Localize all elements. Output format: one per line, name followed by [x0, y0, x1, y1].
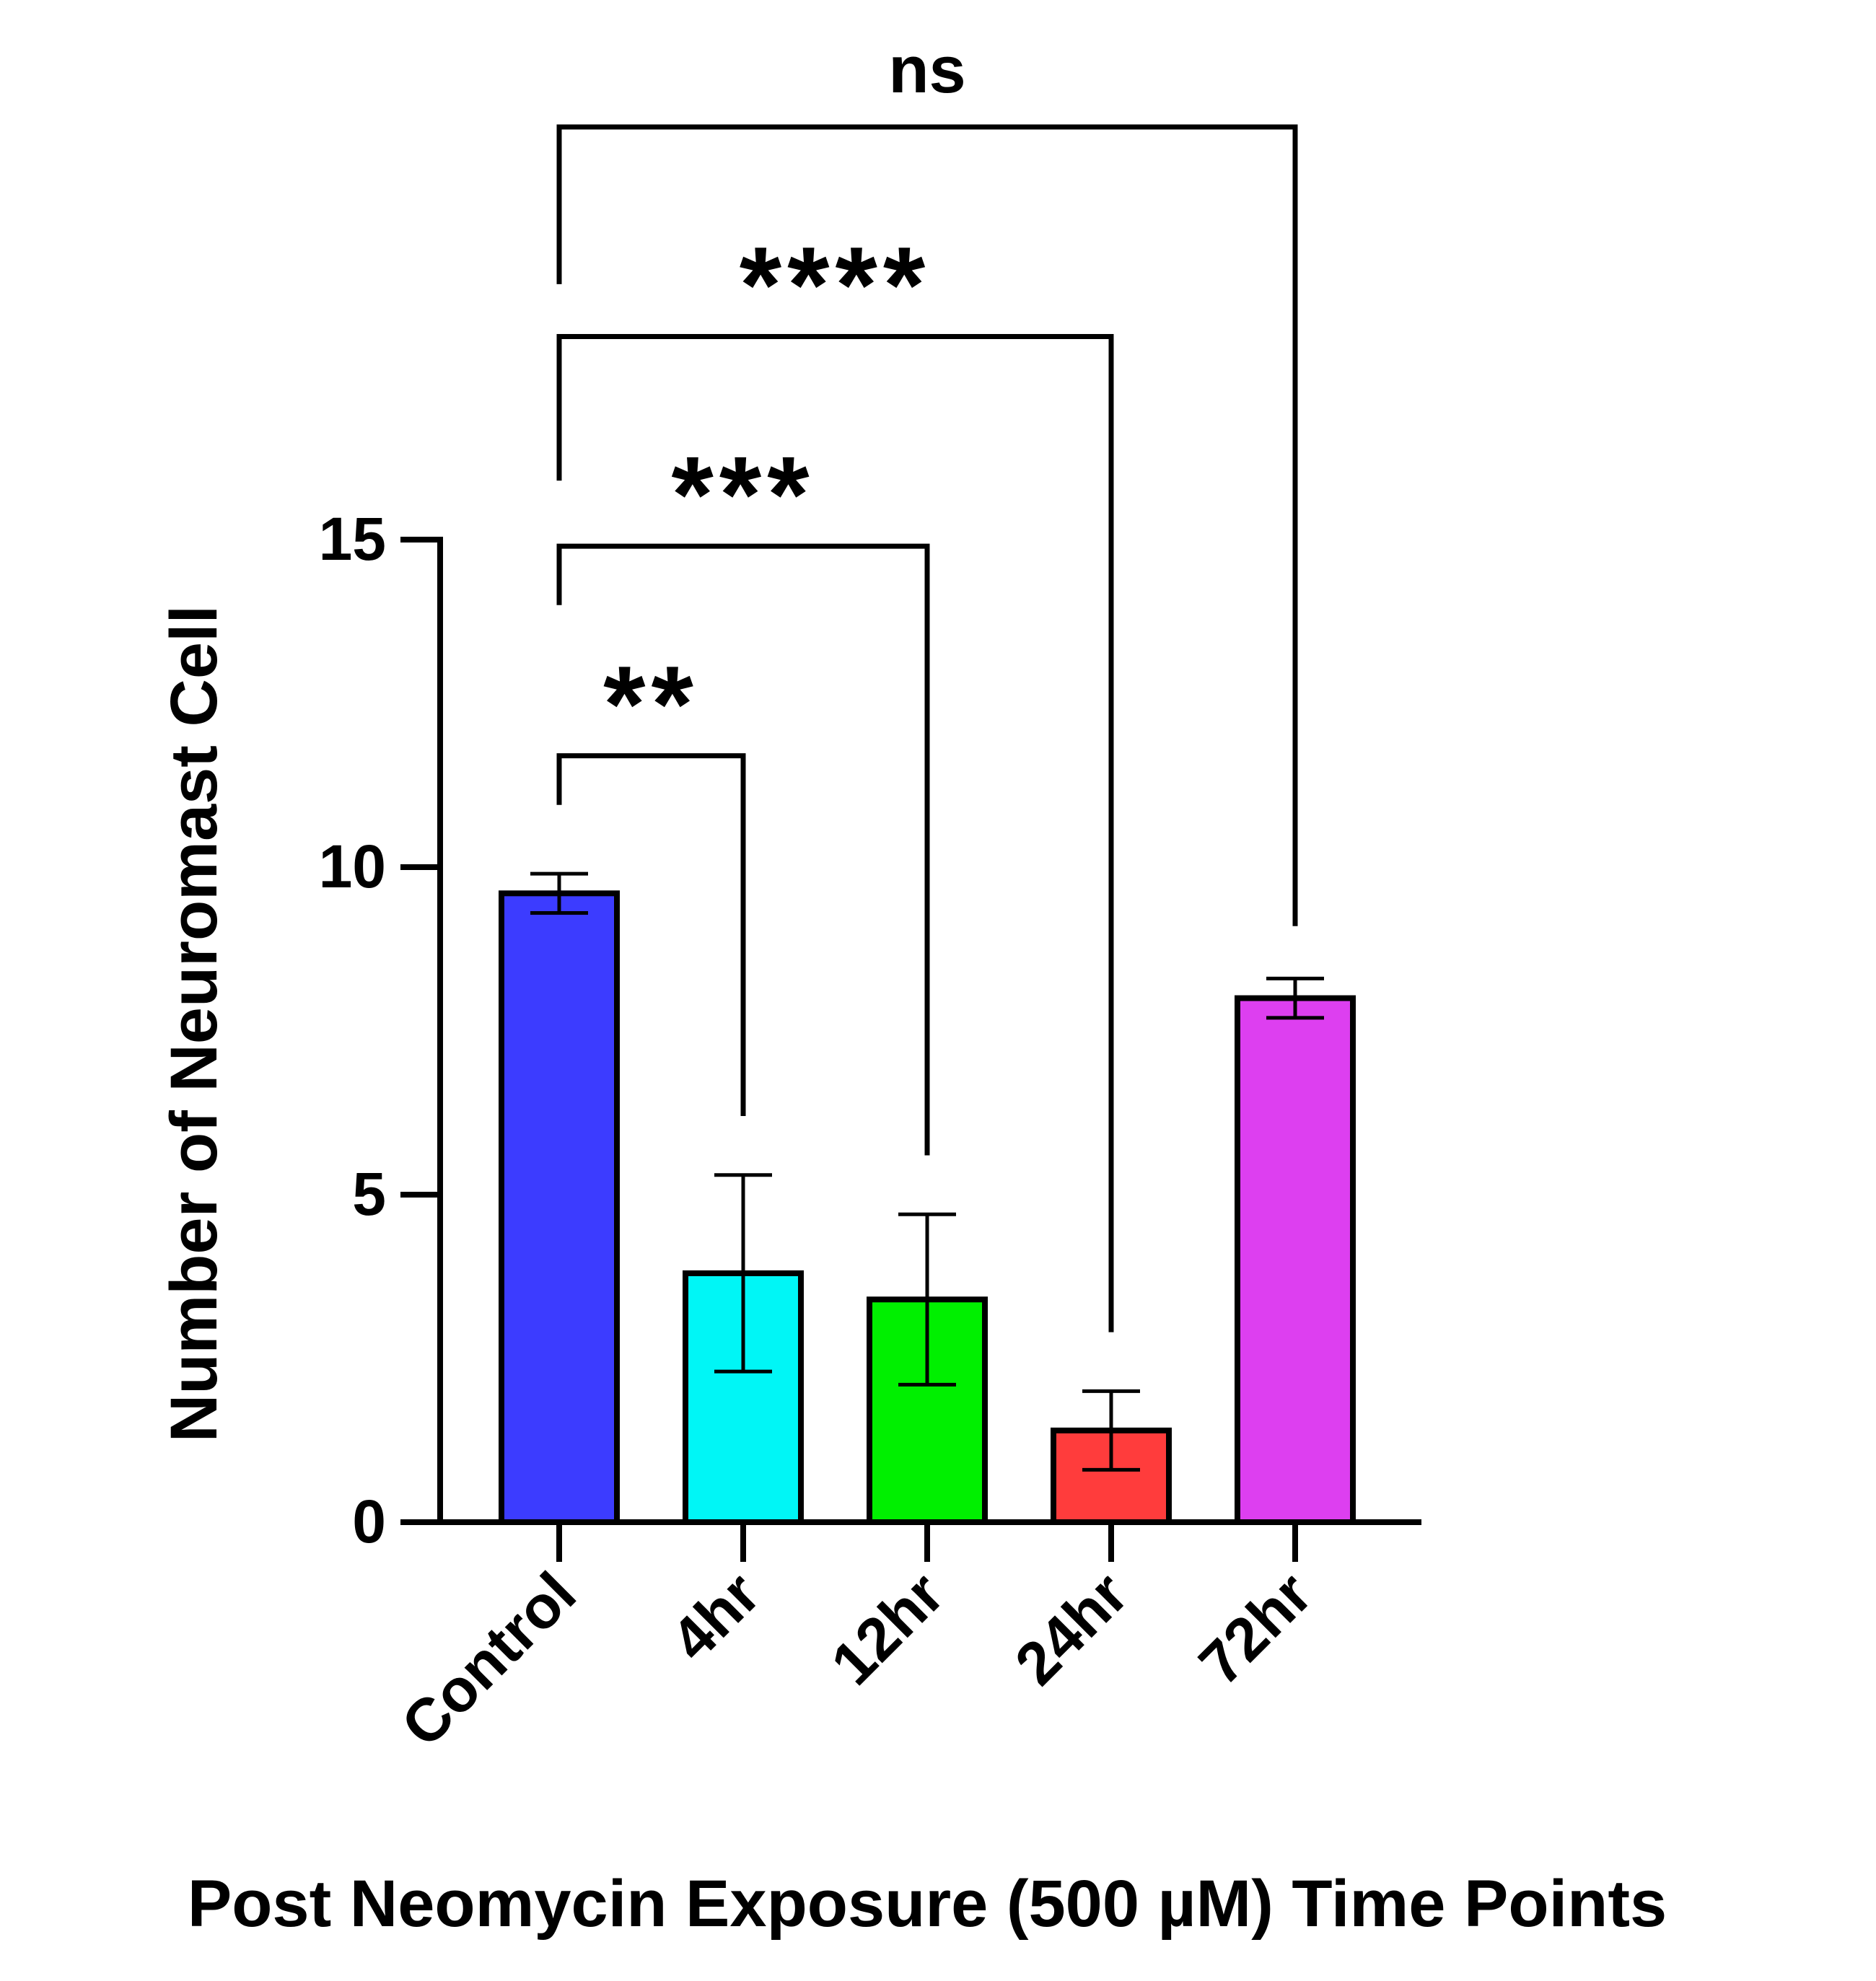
bracket-control-24hr — [556, 334, 1114, 1332]
bar-72hr — [1235, 995, 1356, 1525]
x-tick-label-12hr: 12hr — [818, 1559, 957, 1697]
bracket-control-24hr-label: **** — [740, 224, 932, 346]
bracket-control-12hr-label: *** — [671, 434, 815, 555]
y-tick-label-0: 0 — [352, 1488, 386, 1555]
x-axis-title: Post Neomycin Exposure (500 µM) Time Poi… — [188, 1867, 1667, 1941]
bars-group — [499, 890, 1356, 1526]
x-tick-label-72hr: 72hr — [1186, 1559, 1325, 1697]
bracket-control-72hr — [556, 124, 1298, 926]
y-tick-label-10: 10 — [319, 833, 386, 900]
bar-control — [499, 890, 620, 1525]
y-tick-label-15: 15 — [319, 505, 386, 573]
y-axis-title: Number of Neuromast Cell — [157, 605, 231, 1442]
x-tick-label-4hr: 4hr — [658, 1559, 773, 1674]
x-tick-label-24hr: 24hr — [1002, 1559, 1141, 1697]
axes-group — [400, 537, 1421, 1525]
x-ticks-group: Control 4hr 12hr 24hr 72hr — [388, 1522, 1325, 1760]
x-tick-label-control: Control — [388, 1559, 589, 1760]
bracket-control-4hr-label: ** — [603, 644, 699, 765]
bracket-control-72hr-label: ns — [888, 33, 965, 107]
bracket-control-4hr — [556, 753, 746, 1117]
y-tick-label-5: 5 — [352, 1160, 386, 1228]
significance-brackets: *********ns — [556, 33, 1298, 1332]
bracket-control-12hr — [556, 543, 930, 1156]
y-ticks-group: 0 5 10 15 — [319, 505, 440, 1555]
error-bars-group — [530, 871, 1324, 1472]
